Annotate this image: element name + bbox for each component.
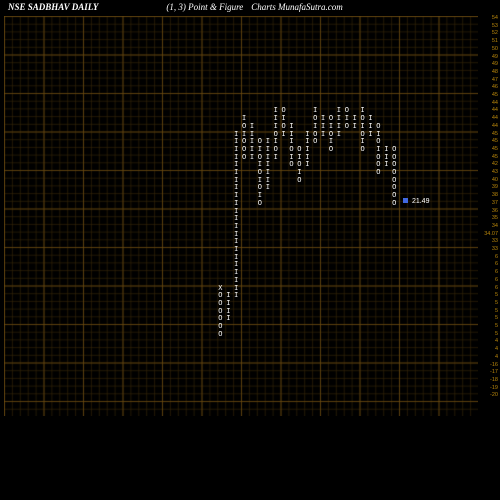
y-axis-label: 44 [492,101,498,107]
y-axis-label: 6 [495,278,498,284]
pf-column: I I I [321,116,325,139]
pf-column: O I O I [282,108,286,139]
y-axis-label: 44 [492,116,498,122]
pf-column: I I I I I [250,124,254,163]
y-axis-label: 5 [495,301,498,307]
pf-column: I I I I [226,293,230,324]
y-axis: 5453525150494948474645444444444545454542… [480,16,498,416]
y-axis-label: 5 [495,332,498,338]
pf-column: I O I O O O [242,116,246,162]
y-axis-label: 48 [492,70,498,76]
y-axis-label: 52 [492,31,498,37]
price-value: 21.49 [412,198,430,205]
y-axis-label: 45 [492,132,498,138]
pf-column: I I I I I I I I I I I I I I I I I I I I … [234,132,238,301]
params-label: (1, 3) Point & Figure [166,2,243,16]
y-axis-label: 46 [492,85,498,91]
y-axis-label: -16 [490,363,498,369]
current-price-marker: 21.49 [403,198,429,205]
y-axis-label: -18 [490,378,498,384]
y-axis-label: -20 [490,393,498,399]
y-axis-label: 34.07 [484,232,498,238]
y-axis-label: 6 [495,255,498,261]
y-axis-label: 38 [492,193,498,199]
pf-column: O I O [345,108,349,131]
y-axis-label: 35 [492,216,498,222]
y-axis-label: 49 [492,55,498,61]
y-axis-label: 5 [495,316,498,322]
pf-column: O O O O O O O O [392,147,396,209]
pf-column: X O O O O O O [218,286,222,340]
y-axis-label: 36 [492,209,498,215]
pf-column: O I O I O I O I O [258,139,262,208]
grid-canvas [4,16,478,416]
pf-column: O I O I O [297,147,301,186]
y-axis-label: 53 [492,24,498,30]
y-axis-label: 5 [495,293,498,299]
y-axis-label: 43 [492,170,498,176]
y-axis-label: 54 [492,16,498,22]
y-axis-label: 4 [495,339,498,345]
y-axis-label: 40 [492,178,498,184]
y-axis-label: 50 [492,47,498,53]
y-axis-label: 51 [492,39,498,45]
pf-column: I I I I I [305,132,309,171]
y-axis-label: 6 [495,286,498,292]
pf-column: O I O I O O O [376,124,380,178]
pf-column: I I I O I O I [274,108,278,162]
y-axis-label: -19 [490,386,498,392]
y-axis-label: 33 [492,247,498,253]
y-axis-label: 37 [492,201,498,207]
y-axis-label: 47 [492,78,498,84]
chart-area: X O O O O O O I I I I I I I I I I I I I I … [4,16,478,416]
y-axis-label: 5 [495,324,498,330]
y-axis-label: 34 [492,224,498,230]
y-axis-label: 4 [495,355,498,361]
y-axis-label: 42 [492,162,498,168]
pf-column: I I I I [337,108,341,139]
y-axis-label: 44 [492,124,498,130]
pf-column: I O I O O [313,108,317,147]
chart-header: NSE SADBHAV DAILY (1, 3) Point & Figure … [8,2,492,16]
pf-column: I I [353,116,357,131]
pf-column: I I I I I I I [266,139,270,193]
y-axis-label: 5 [495,309,498,315]
pf-column: I I I O I O [289,124,293,170]
y-axis-label: -17 [490,370,498,376]
y-axis-label: 45 [492,139,498,145]
y-axis-label: 39 [492,185,498,191]
y-axis-label: 45 [492,147,498,153]
pf-column: I I I [384,147,388,170]
y-axis-label: 6 [495,262,498,268]
y-axis-label: 33 [492,239,498,245]
y-axis-label: 45 [492,93,498,99]
pf-column: I I I [368,116,372,139]
pf-column: O I O I O [329,116,333,155]
source-label: Charts MunafaSutra.com [251,2,343,16]
y-axis-label: 45 [492,155,498,161]
symbol-label: NSE SADBHAV DAILY [8,2,98,16]
pf-column: I O I O I O [361,108,365,154]
y-axis-label: 49 [492,62,498,68]
y-axis-label: 44 [492,108,498,114]
y-axis-label: 4 [495,347,498,353]
y-axis-label: 6 [495,270,498,276]
